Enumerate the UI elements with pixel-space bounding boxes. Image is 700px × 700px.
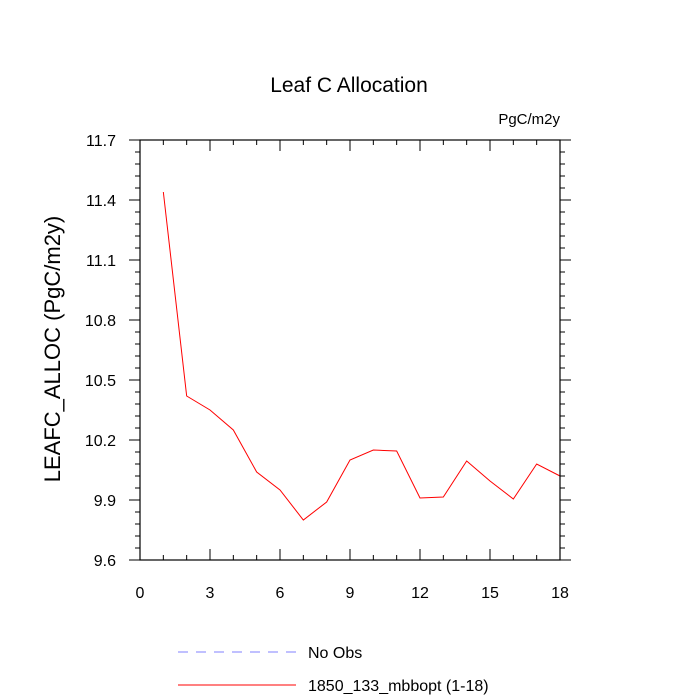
units-label: PgC/m2y xyxy=(498,111,560,128)
y-tick-label: 11.1 xyxy=(86,253,116,270)
y-tick-label: 9.9 xyxy=(94,493,116,510)
plot-frame xyxy=(139,139,561,561)
x-tick-label: 18 xyxy=(551,585,569,602)
legend-label: 1850_133_mbbopt (1-18) xyxy=(308,678,489,695)
series-layer xyxy=(162,191,561,521)
y-tick-label: 11.4 xyxy=(86,193,116,210)
tick-labels: 0 3 6 9 12 15 18 9.6 9.9 10.2 10.5 10.8 11.1 11.4 11.7 xyxy=(85,133,569,602)
x-tick-label: 9 xyxy=(346,585,355,602)
y-tick-label: 10.2 xyxy=(85,433,116,450)
x-tick-label: 15 xyxy=(481,585,499,602)
y-tick-label: 10.8 xyxy=(85,313,116,330)
x-tick-label: 6 xyxy=(276,585,285,602)
x-tick-label: 12 xyxy=(411,585,429,602)
y-tick-label: 10.5 xyxy=(85,373,116,390)
series-line xyxy=(162,191,561,521)
legend: No Obs 1850_133_mbbopt (1-18) xyxy=(178,645,489,695)
x-tick-label: 3 xyxy=(206,585,215,602)
x-tick-label: 0 xyxy=(136,585,145,602)
chart-title: Leaf C Allocation xyxy=(270,74,428,97)
y-axis-label: LEAFC_ALLOC (PgC/m2y) xyxy=(40,216,65,483)
y-tick-label: 9.6 xyxy=(94,553,116,570)
legend-label: No Obs xyxy=(308,645,362,662)
axis-ticks xyxy=(129,139,571,561)
y-tick-label: 11.7 xyxy=(86,133,116,150)
